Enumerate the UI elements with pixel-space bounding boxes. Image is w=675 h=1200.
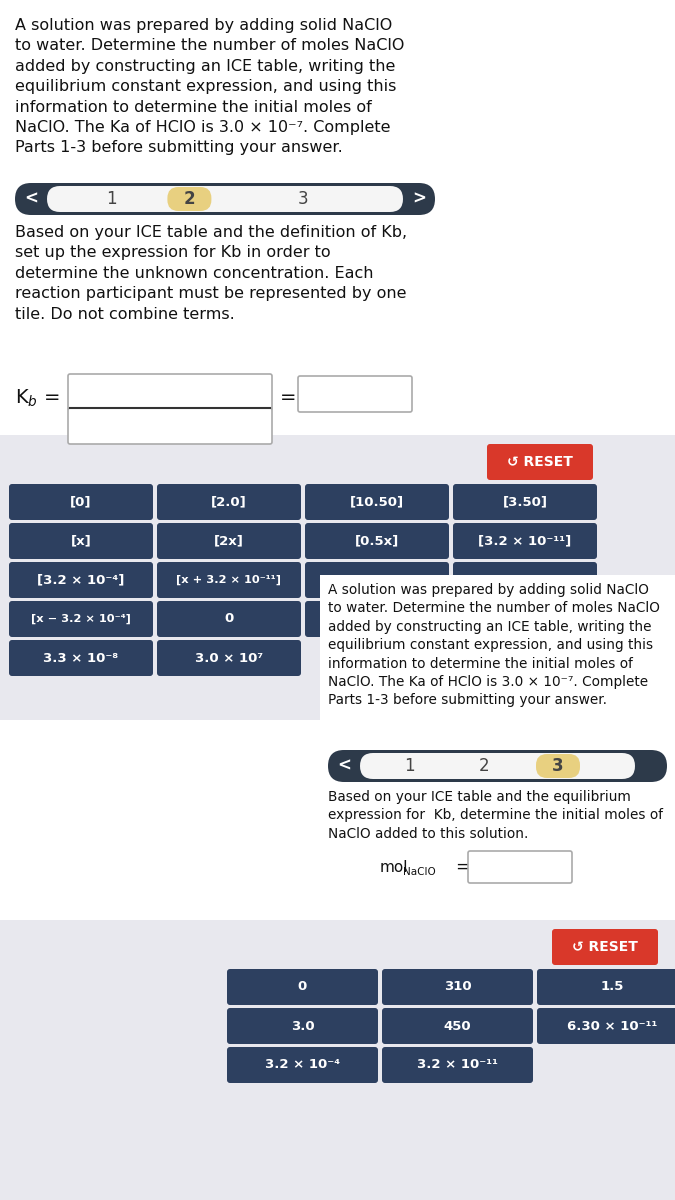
Text: 2: 2 xyxy=(479,757,489,775)
FancyBboxPatch shape xyxy=(382,970,533,1006)
Text: 3.0 × 10⁻⁷: 3.0 × 10⁻⁷ xyxy=(340,612,414,625)
FancyBboxPatch shape xyxy=(9,601,153,637)
Text: 3.0 × 10⁷: 3.0 × 10⁷ xyxy=(195,652,263,665)
FancyBboxPatch shape xyxy=(157,640,301,676)
Text: 3.3 × 10⁻⁸: 3.3 × 10⁻⁸ xyxy=(43,652,119,665)
Text: [x]: [x] xyxy=(71,534,91,547)
FancyBboxPatch shape xyxy=(47,186,403,212)
FancyBboxPatch shape xyxy=(15,182,435,215)
FancyBboxPatch shape xyxy=(453,484,597,520)
Text: 450: 450 xyxy=(443,1020,471,1032)
Text: 3.2 × 10⁻¹¹: 3.2 × 10⁻¹¹ xyxy=(417,1058,498,1072)
FancyBboxPatch shape xyxy=(382,1008,533,1044)
FancyBboxPatch shape xyxy=(68,374,272,410)
Text: [2.0]: [2.0] xyxy=(211,496,247,509)
Text: 3: 3 xyxy=(552,757,564,775)
FancyBboxPatch shape xyxy=(157,484,301,520)
Text: >: > xyxy=(412,190,426,208)
Text: [x + 3.2 × 10⁻¹¹]: [x + 3.2 × 10⁻¹¹] xyxy=(176,575,281,586)
Text: 1.5: 1.5 xyxy=(601,980,624,994)
Text: K$_b$ =: K$_b$ = xyxy=(15,388,60,409)
Text: [x + 3.2 × 10⁻⁴]: [x + 3.2 × 10⁻⁴] xyxy=(475,575,575,586)
FancyBboxPatch shape xyxy=(68,408,272,444)
FancyBboxPatch shape xyxy=(305,523,449,559)
FancyBboxPatch shape xyxy=(9,562,153,598)
FancyBboxPatch shape xyxy=(537,1008,675,1044)
Text: 6.30 × 10⁻¹¹: 6.30 × 10⁻¹¹ xyxy=(567,1020,657,1032)
FancyBboxPatch shape xyxy=(9,484,153,520)
FancyBboxPatch shape xyxy=(9,640,153,676)
FancyBboxPatch shape xyxy=(305,601,449,637)
FancyBboxPatch shape xyxy=(453,601,597,637)
Text: [x − 3.2 × 10⁻¹¹]: [x − 3.2 × 10⁻¹¹] xyxy=(325,575,429,586)
Text: ↺ RESET: ↺ RESET xyxy=(507,455,573,469)
Text: 3: 3 xyxy=(298,190,308,208)
FancyBboxPatch shape xyxy=(157,562,301,598)
Text: =: = xyxy=(280,389,296,408)
Text: A solution was prepared by adding solid NaClO
to water. Determine the number of : A solution was prepared by adding solid … xyxy=(328,583,660,707)
FancyBboxPatch shape xyxy=(537,970,675,1006)
Text: 3.0: 3.0 xyxy=(291,1020,315,1032)
Text: [3.2 × 10⁻¹¹]: [3.2 × 10⁻¹¹] xyxy=(479,534,572,547)
Text: <: < xyxy=(337,757,351,775)
FancyBboxPatch shape xyxy=(536,754,580,778)
Text: ↺ RESET: ↺ RESET xyxy=(572,940,638,954)
Text: [0]: [0] xyxy=(70,496,92,509)
FancyBboxPatch shape xyxy=(453,523,597,559)
Text: Based on your ICE table and the definition of Kb,
set up the expression for Kb i: Based on your ICE table and the definiti… xyxy=(15,226,407,322)
Text: A solution was prepared by adding solid NaClO
to water. Determine the number of : A solution was prepared by adding solid … xyxy=(15,18,404,156)
Text: 3.2 × 10⁻⁴: 3.2 × 10⁻⁴ xyxy=(265,1058,340,1072)
Text: [3.2 × 10⁻⁴]: [3.2 × 10⁻⁴] xyxy=(37,574,125,587)
FancyBboxPatch shape xyxy=(552,929,658,965)
FancyBboxPatch shape xyxy=(227,970,378,1006)
Text: 310: 310 xyxy=(443,980,471,994)
FancyBboxPatch shape xyxy=(328,750,667,782)
FancyBboxPatch shape xyxy=(453,562,597,598)
FancyBboxPatch shape xyxy=(0,920,675,1200)
FancyBboxPatch shape xyxy=(382,1046,533,1082)
Text: 1: 1 xyxy=(106,190,116,208)
FancyBboxPatch shape xyxy=(157,601,301,637)
Text: NaClO: NaClO xyxy=(403,866,436,877)
Text: <: < xyxy=(24,190,38,208)
Text: =: = xyxy=(455,858,470,876)
FancyBboxPatch shape xyxy=(298,376,412,412)
Text: Based on your ICE table and the equilibrium
expression for  Kb, determine the in: Based on your ICE table and the equilibr… xyxy=(328,790,663,841)
Text: [10.50]: [10.50] xyxy=(350,496,404,509)
FancyBboxPatch shape xyxy=(9,523,153,559)
FancyBboxPatch shape xyxy=(468,851,572,883)
FancyBboxPatch shape xyxy=(227,1046,378,1082)
Text: [3.50]: [3.50] xyxy=(502,496,547,509)
FancyBboxPatch shape xyxy=(167,187,211,211)
Text: [2x]: [2x] xyxy=(214,534,244,547)
FancyBboxPatch shape xyxy=(227,1008,378,1044)
Text: 0: 0 xyxy=(224,612,234,625)
FancyBboxPatch shape xyxy=(360,754,635,779)
FancyBboxPatch shape xyxy=(305,484,449,520)
Text: 3.3 × 10⁶: 3.3 × 10⁶ xyxy=(491,612,559,625)
FancyBboxPatch shape xyxy=(157,523,301,559)
FancyBboxPatch shape xyxy=(305,562,449,598)
Text: [0.5x]: [0.5x] xyxy=(355,534,399,547)
FancyBboxPatch shape xyxy=(487,444,593,480)
Text: mol: mol xyxy=(380,859,408,875)
Text: 0: 0 xyxy=(298,980,307,994)
Text: 1: 1 xyxy=(404,757,415,775)
FancyBboxPatch shape xyxy=(320,575,675,914)
Text: [x − 3.2 × 10⁻⁴]: [x − 3.2 × 10⁻⁴] xyxy=(31,614,131,624)
Text: 2: 2 xyxy=(184,190,195,208)
FancyBboxPatch shape xyxy=(0,434,675,720)
